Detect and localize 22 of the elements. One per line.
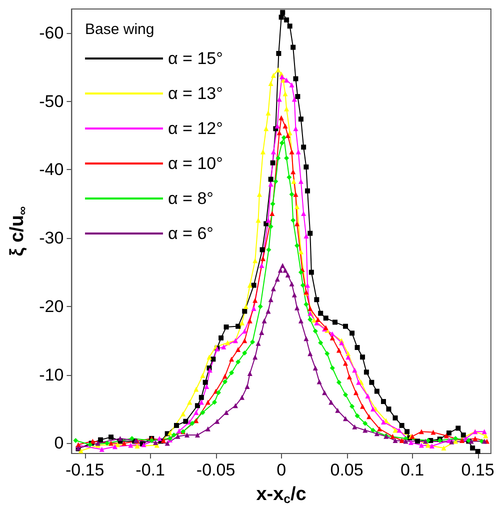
legend-title: Base wing: [85, 21, 154, 38]
y-tick-label: -40: [39, 160, 64, 180]
x-tick-label: -0.05: [196, 460, 236, 480]
y-tick-label: -20: [39, 296, 64, 316]
legend-label: α = 12°: [168, 119, 223, 138]
x-tick-label: 0.15: [461, 460, 494, 480]
y-axis-title: ξ c/u∞: [7, 206, 30, 256]
legend-label: α = 13°: [168, 84, 223, 103]
legend-label: α = 10°: [168, 154, 223, 173]
y-tick-label: -10: [39, 365, 64, 384]
legend-label: α = 15°: [168, 49, 223, 68]
legend-label: α = 6°: [168, 224, 214, 243]
x-tick-label: 0: [276, 460, 286, 480]
y-tick-label: -60: [39, 23, 64, 42]
x-tick-label: -0.15: [65, 460, 104, 480]
y-tick-label: -30: [39, 228, 64, 248]
legend-label: α = 8°: [168, 189, 214, 208]
y-tick-label: 0: [54, 434, 64, 453]
x-tick-label: -0.1: [136, 460, 165, 480]
x-tick-label: 0.1: [400, 460, 424, 480]
x-tick-label: 0.05: [330, 460, 364, 480]
y-tick-label: -50: [39, 92, 64, 111]
